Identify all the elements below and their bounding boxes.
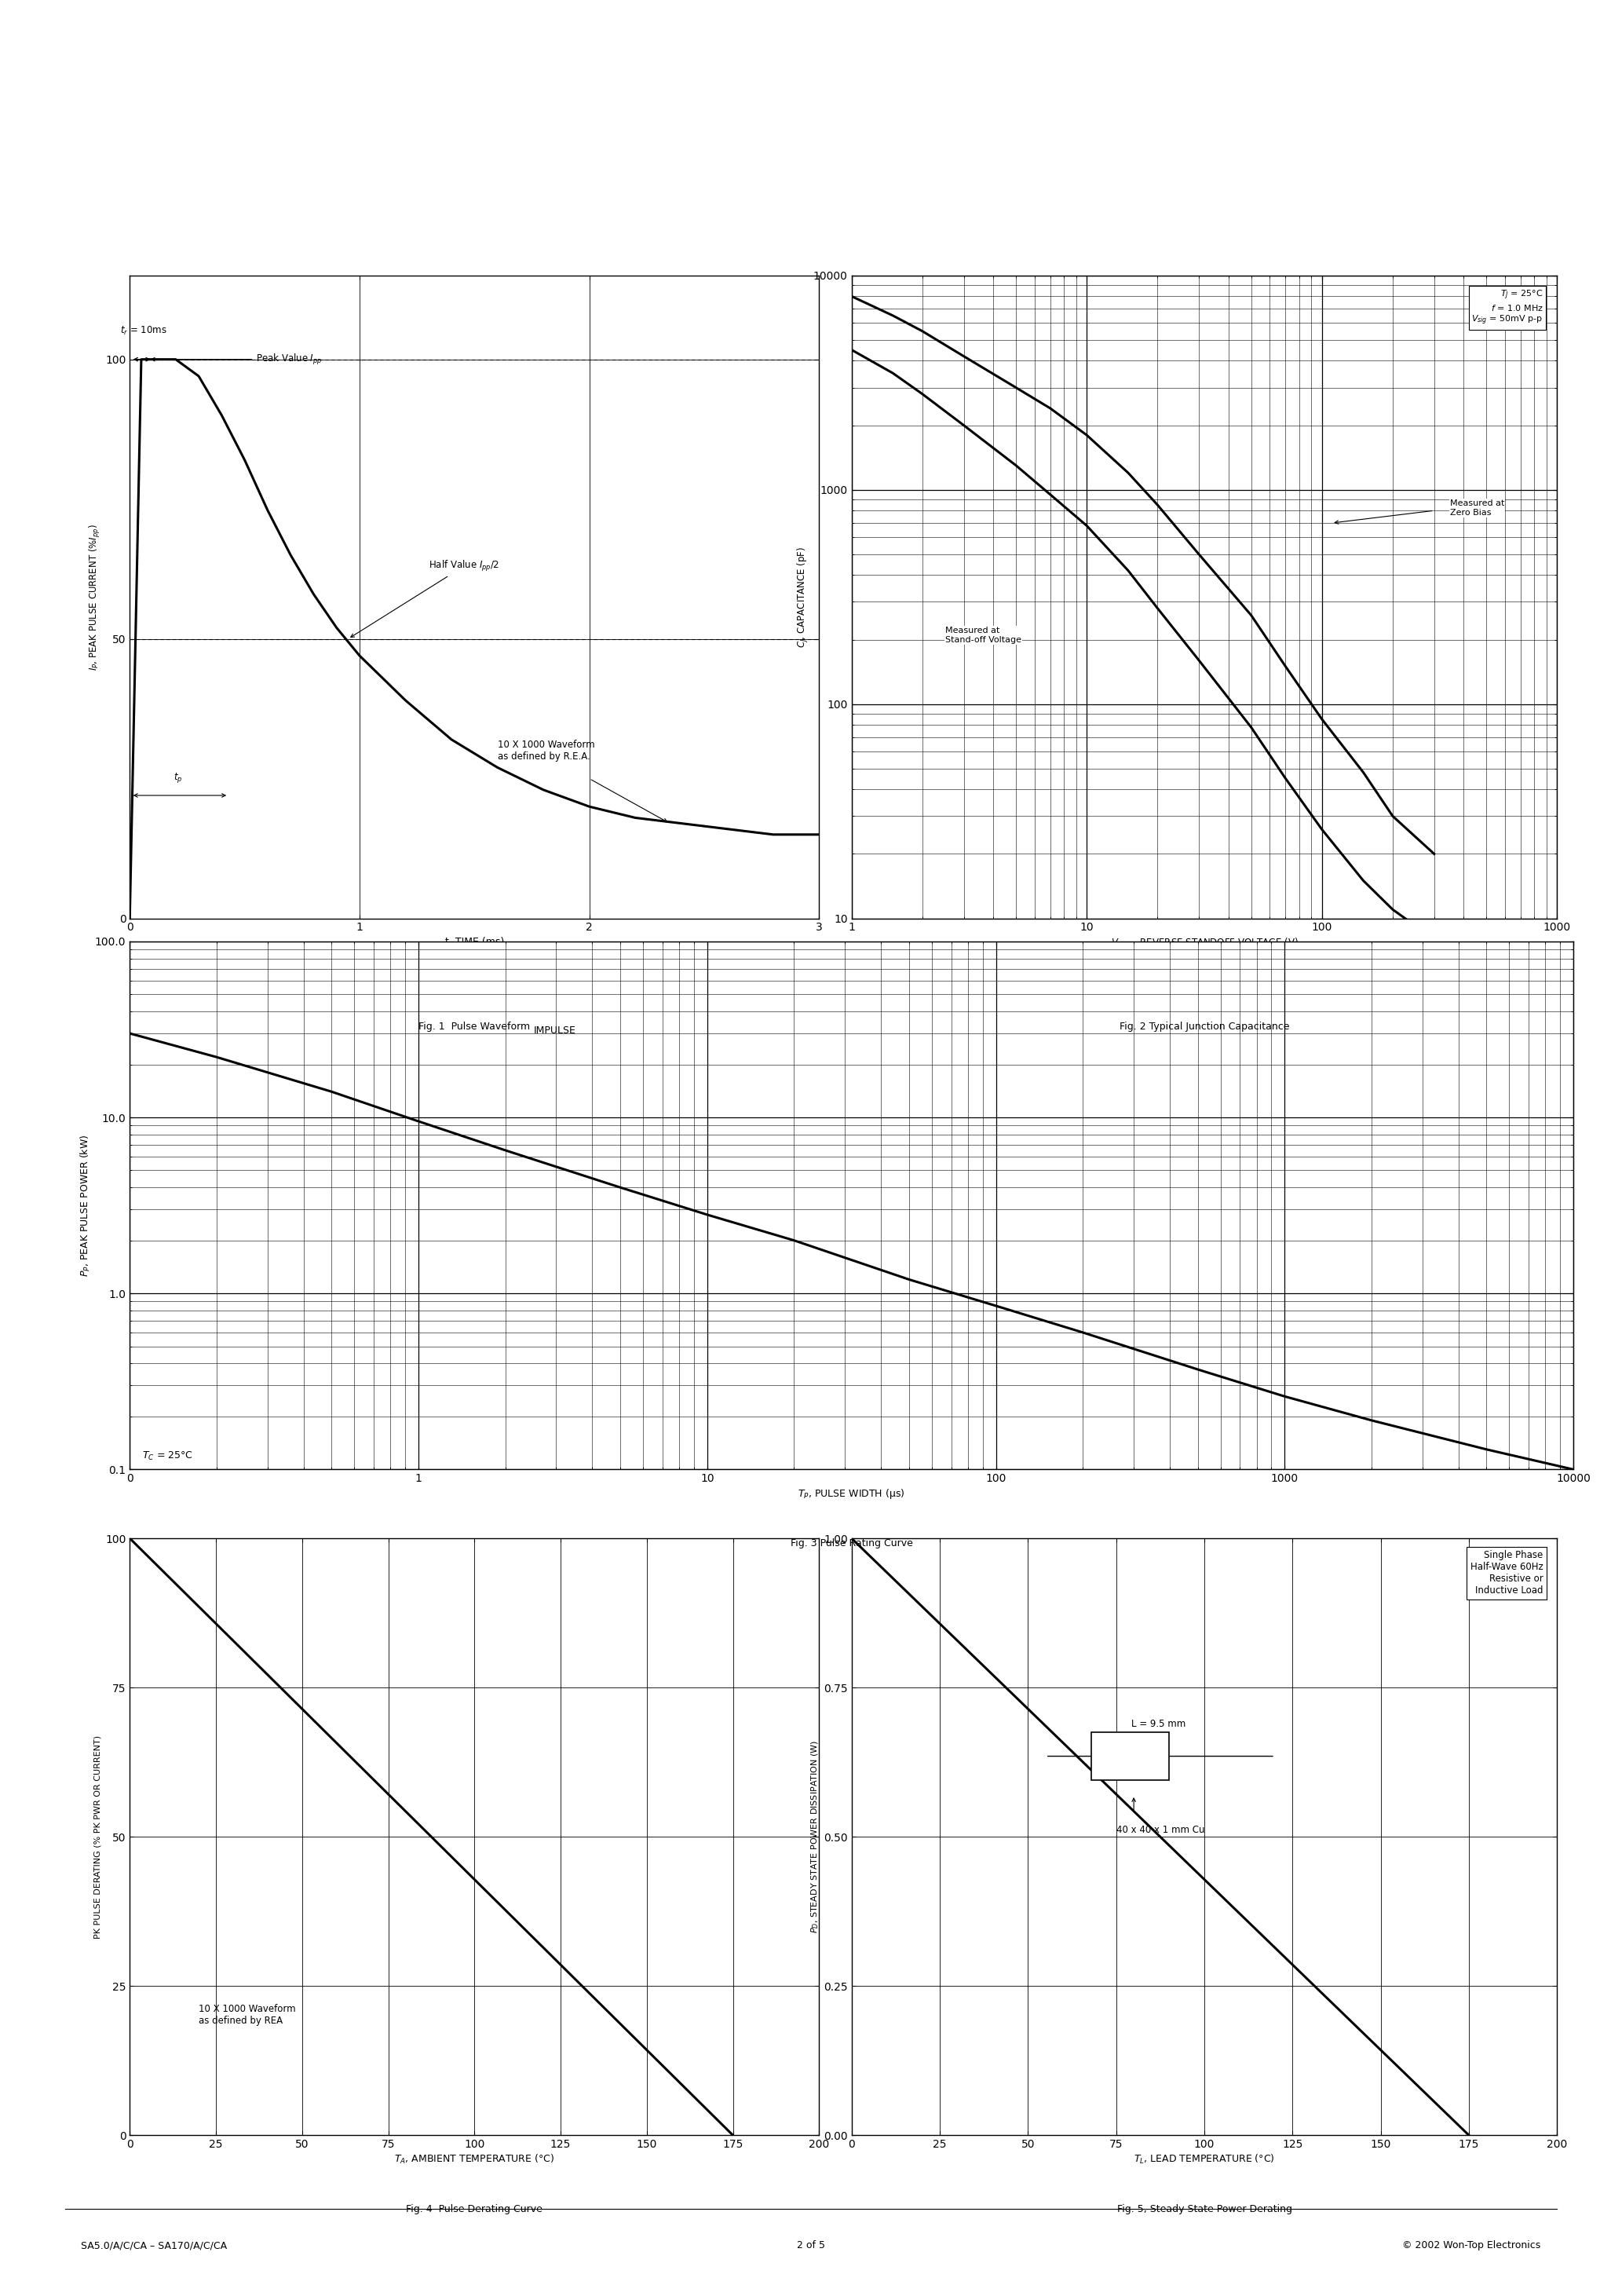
Text: Fig. 1  Pulse Waveform: Fig. 1 Pulse Waveform	[418, 1022, 530, 1031]
Text: © 2002 Won-Top Electronics: © 2002 Won-Top Electronics	[1403, 2241, 1541, 2250]
Y-axis label: $P_D$, STEADY STATE POWER DISSIPATION (W): $P_D$, STEADY STATE POWER DISSIPATION (W…	[809, 1740, 821, 1933]
Text: $T_C$ = 25°C: $T_C$ = 25°C	[141, 1451, 193, 1463]
Text: $t_p$: $t_p$	[174, 771, 183, 785]
Y-axis label: $I_P$, PEAK PULSE CURRENT (%$I_{pp}$): $I_P$, PEAK PULSE CURRENT (%$I_{pp}$)	[88, 523, 102, 670]
Text: Single Phase
Half-Wave 60Hz
Resistive or
Inductive Load: Single Phase Half-Wave 60Hz Resistive or…	[1470, 1550, 1543, 1596]
Text: Fig. 2 Typical Junction Capacitance: Fig. 2 Typical Junction Capacitance	[1119, 1022, 1289, 1031]
FancyBboxPatch shape	[1092, 1733, 1169, 1779]
Text: 2 of 5: 2 of 5	[796, 2241, 826, 2250]
X-axis label: $V_{RWM}$, REVERSE STANDOFF VOLTAGE (V): $V_{RWM}$, REVERSE STANDOFF VOLTAGE (V)	[1111, 937, 1298, 948]
Text: Fig. 5, Steady State Power Derating: Fig. 5, Steady State Power Derating	[1118, 2204, 1291, 2213]
Text: IMPULSE: IMPULSE	[534, 1026, 576, 1035]
Text: 10 X 1000 Waveform
as defined by R.E.A.: 10 X 1000 Waveform as defined by R.E.A.	[498, 739, 595, 762]
Text: 10 X 1000 Waveform
as defined by REA: 10 X 1000 Waveform as defined by REA	[200, 2004, 295, 2025]
X-axis label: $T_L$, LEAD TEMPERATURE (°C): $T_L$, LEAD TEMPERATURE (°C)	[1134, 2154, 1275, 2165]
Text: $T_J$ = 25°C
$f$ = 1.0 MHz
$V_{sig}$ = 50mV p-p: $T_J$ = 25°C $f$ = 1.0 MHz $V_{sig}$ = 5…	[1471, 289, 1543, 326]
Text: $t_r$ = 10ms: $t_r$ = 10ms	[120, 326, 167, 338]
Text: Fig. 3 Pulse Rating Curve: Fig. 3 Pulse Rating Curve	[790, 1538, 913, 1548]
X-axis label: t, TIME (ms): t, TIME (ms)	[444, 937, 504, 946]
Text: Fig. 4  Pulse Derating Curve: Fig. 4 Pulse Derating Curve	[406, 2204, 543, 2213]
Text: Half Value $I_{pp}$/2: Half Value $I_{pp}$/2	[350, 560, 500, 638]
Text: L = 9.5 mm: L = 9.5 mm	[1131, 1720, 1186, 1729]
Text: 40 x 40 x 1 mm Cu: 40 x 40 x 1 mm Cu	[1116, 1825, 1204, 1835]
Text: SA5.0/A/C/CA – SA170/A/C/CA: SA5.0/A/C/CA – SA170/A/C/CA	[81, 2241, 227, 2250]
X-axis label: $T_A$, AMBIENT TEMPERATURE (°C): $T_A$, AMBIENT TEMPERATURE (°C)	[394, 2154, 555, 2165]
Text: Peak Value $I_{pp}$: Peak Value $I_{pp}$	[151, 351, 323, 367]
Text: Measured at
Zero Bias: Measured at Zero Bias	[1450, 501, 1504, 517]
Y-axis label: $P_P$, PEAK PULSE POWER (kW): $P_P$, PEAK PULSE POWER (kW)	[79, 1134, 92, 1277]
Y-axis label: PK PULSE DERATING (% PK PWR OR CURRENT): PK PULSE DERATING (% PK PWR OR CURRENT)	[94, 1736, 102, 1938]
Text: Measured at
Stand-off Voltage: Measured at Stand-off Voltage	[946, 627, 1022, 643]
X-axis label: $T_P$, PULSE WIDTH (μs): $T_P$, PULSE WIDTH (μs)	[798, 1488, 905, 1502]
Y-axis label: $C_J$, CAPACITANCE (pF): $C_J$, CAPACITANCE (pF)	[796, 546, 809, 647]
